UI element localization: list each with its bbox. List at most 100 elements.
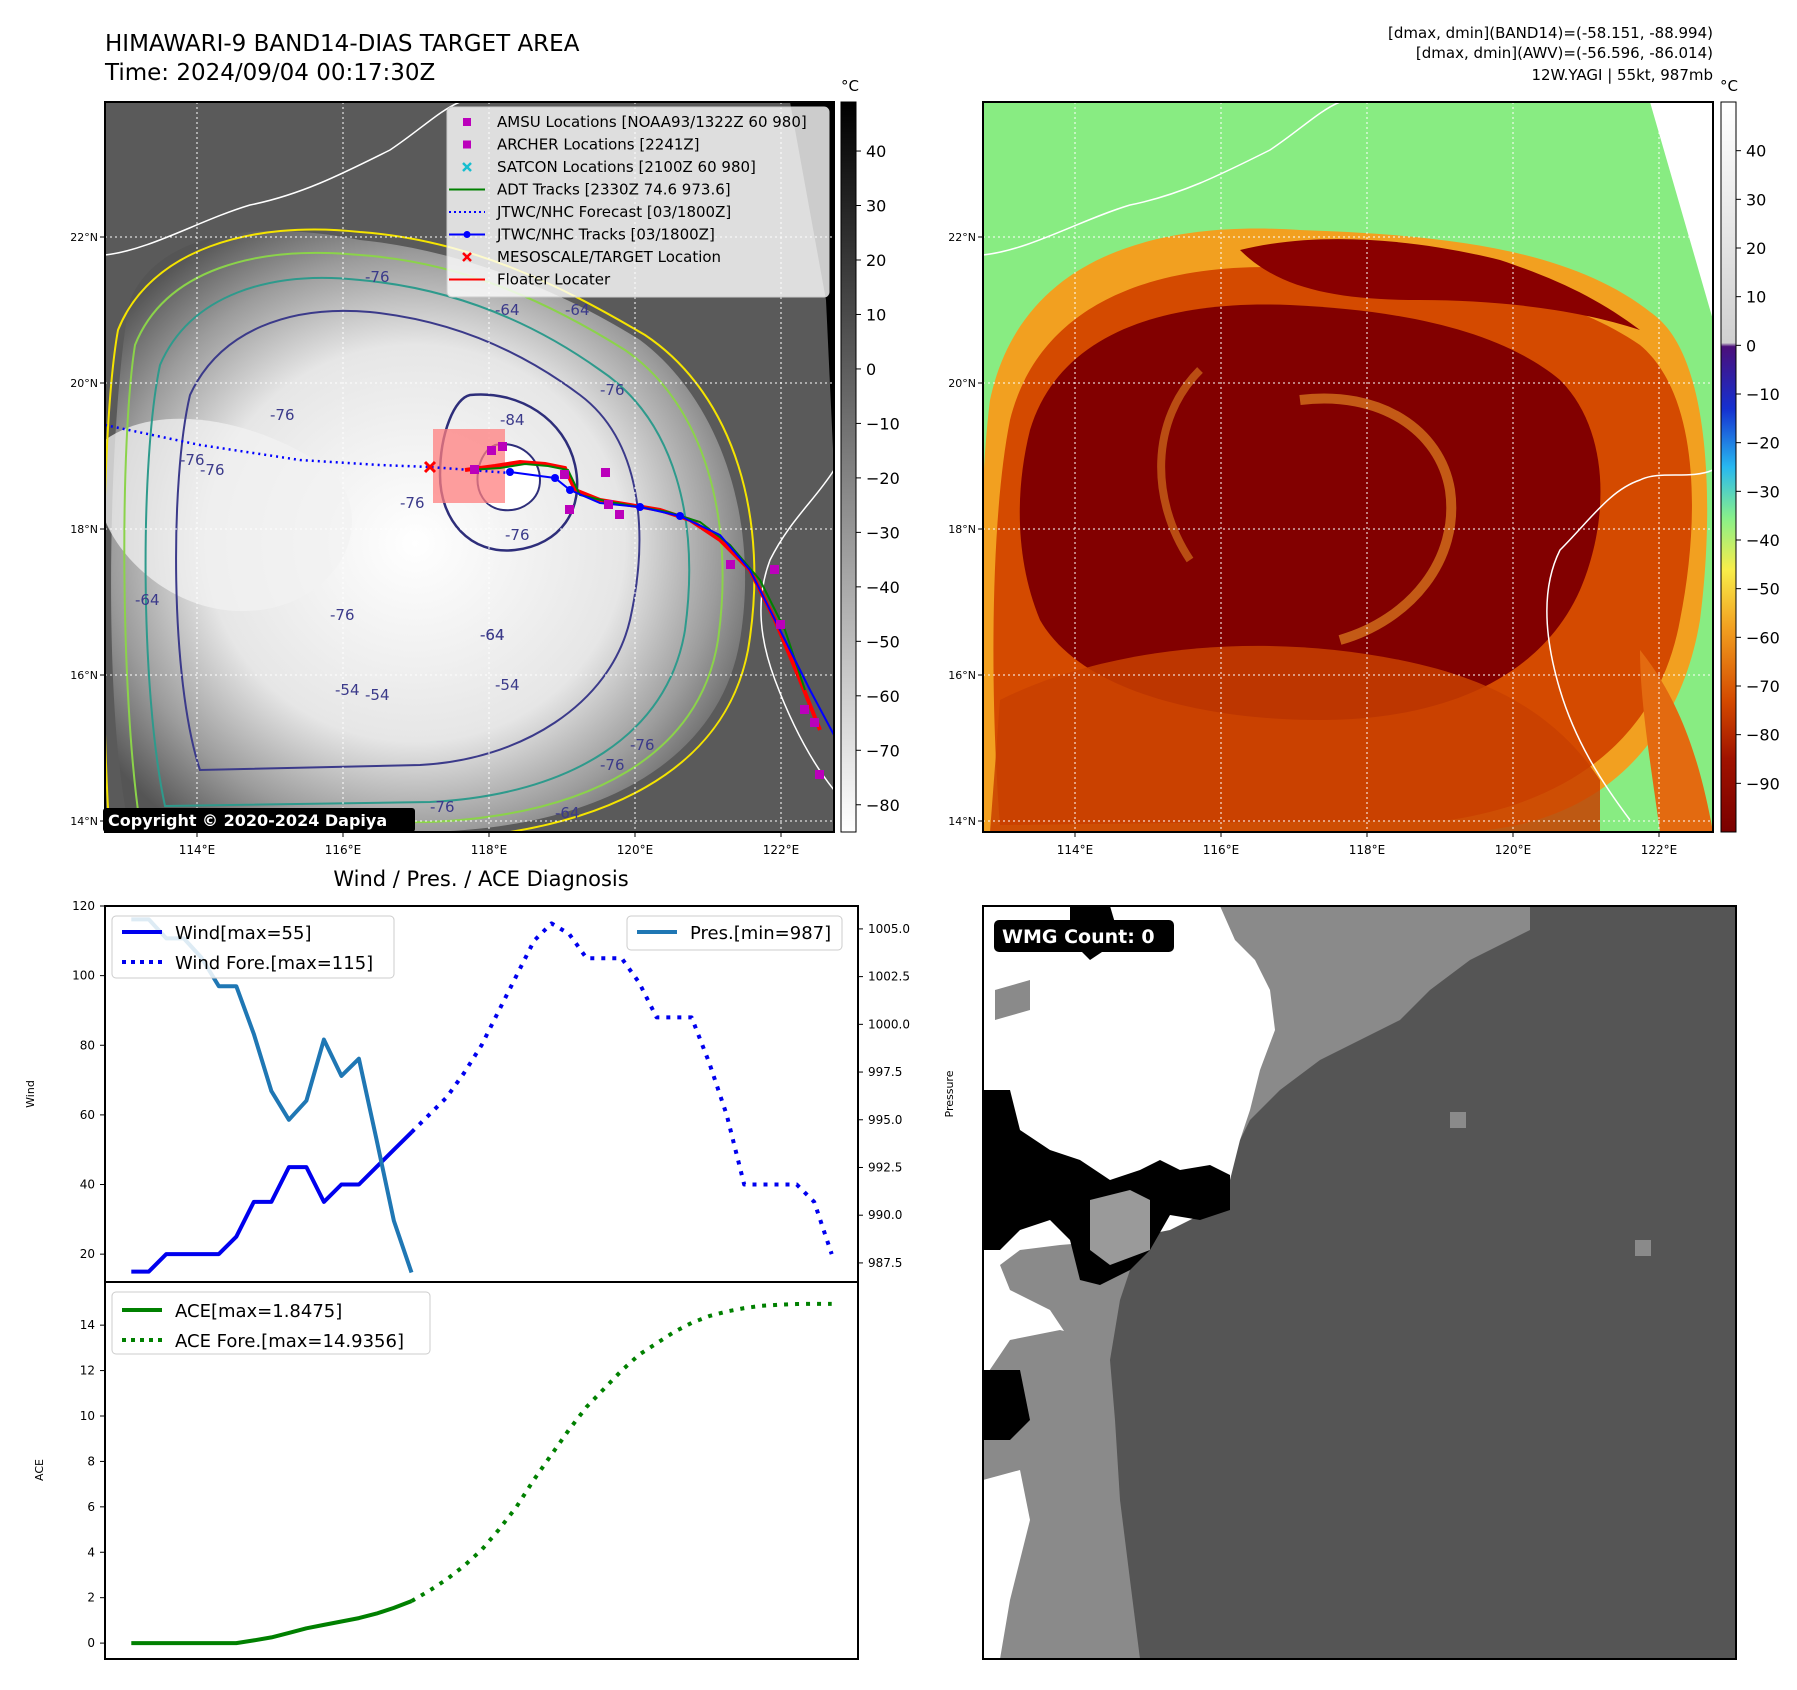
contour-label: -64 [480,626,505,644]
wmg-pixel-b [1635,1240,1651,1256]
legend-marker-dot [463,231,471,238]
ace-tick-label: 8 [87,1454,95,1468]
colorbar-tick-label: −80 [866,796,900,815]
storm-info: 12W.YAGI | 55kt, 987mb [1531,66,1713,84]
lon-tick-label: 114°E [179,843,216,857]
legend-pres: Pres.[min=987] [690,923,831,944]
colorbar-tick-label: −50 [1746,580,1780,599]
wind-forecast-line [410,921,834,1255]
ace-tick-label: 10 [80,1409,95,1423]
wv-spiral-band-2 [1157,367,1203,563]
lon-tick-label: 122°E [1641,843,1678,857]
colorbar-tick-label: −80 [1746,726,1780,745]
map-legend-label: AMSU Locations [NOAA93/1322Z 60 980] [497,113,807,131]
lon-tick-label: 120°E [617,843,654,857]
wind-tick-label: 20 [80,1247,95,1261]
pres-tick-label: 997.5 [868,1065,902,1079]
wv-coastline-luzon [1546,469,1713,821]
wv-gridlines [983,102,1713,832]
wind-tick-label: 120 [72,899,95,913]
ace-tick-label: 2 [87,1591,95,1605]
pres-tick-label: 1005.0 [868,922,910,936]
ir-map-panel: -76-64-76-76-76-76-64-76-54-64-64-76-76-… [70,101,835,857]
colorbar-tick-label: 20 [866,251,886,270]
pres-tick-label: 990.0 [868,1208,902,1222]
map-legend-label: ARCHER Locations [2241Z] [497,136,700,154]
wmg-gray-patch [1090,1190,1150,1265]
map-legend-label: JTWC/NHC Forecast [03/1800Z] [496,203,731,221]
wv-colorbar: °C 40 30 20 10 0 −10 −20 −30 −40 −50 −60 −70 −80 −90 [1720,77,1780,833]
contour-label: -76 [400,494,425,512]
wv-dry-slot [1640,650,1713,832]
wv-colorbar-ramp [1720,101,1737,833]
contour-label: -64 [555,804,580,822]
wv-map-axis-ticks: 114°E 116°E 118°E 120°E 122°E 22°N 20°N 18°N 16°… [948,231,1677,857]
colorbar-tick-label: −90 [1746,774,1780,793]
wind-tick-label: 80 [80,1038,95,1052]
ir-colorbar-unit: °C [841,77,859,95]
pres-tick-label: 1000.0 [868,1017,910,1031]
ir-map-frame [104,101,835,833]
wmg-white-wedge [983,1470,1030,1659]
map-legend-label: SATCON Locations [2100Z 60 980] [497,158,756,176]
contour-label: -76 [270,406,295,424]
lon-tick-label: 114°E [1057,843,1094,857]
pres-ylabel: Pressure [943,1070,956,1117]
lon-tick-label: 116°E [325,843,362,857]
colorbar-tick-label: 30 [1746,190,1766,209]
wmg-count-box [994,920,1174,952]
colorbar-tick-label: 0 [1746,336,1756,355]
pres-tick-label: 987.5 [868,1256,902,1270]
colorbar-tick-label: −70 [1746,677,1780,696]
wind-tick-label: 60 [80,1108,95,1122]
ace-tick-label: 6 [87,1500,95,1514]
ir-cloud-west [105,418,353,612]
mesoscale-target-marker [423,460,437,474]
dmax-awv: [dmax, dmin](AWV)=(-56.596, -86.014) [1416,44,1713,62]
wmg-white-region [983,906,1275,1659]
ace-line [131,1599,413,1646]
ace-tick-label: 4 [87,1545,95,1559]
legend-marker-square [463,140,471,149]
map-legend-label: ADT Tracks [2330Z 74.6 973.6] [497,181,731,199]
legend-wind: Wind[max=55] [175,923,312,944]
pres-tick-label: 992.5 [868,1160,902,1174]
map-legend-label: MESOSCALE/TARGET Location [497,248,721,266]
wv-core [1019,304,1601,720]
lat-tick-label: 14°N [70,815,98,828]
lon-tick-label: 116°E [1203,843,1240,857]
contour-label: -54 [495,676,520,694]
contour-label: -54 [335,681,360,699]
wind-tick-label: 100 [72,969,95,983]
wind-legend: Wind[max=55] Wind Fore.[max=115] [111,915,395,979]
ace-ylabel: ACE [33,1459,46,1481]
ir-colorbar: °C 40 30 20 10 0 −10 −20 −30 −40 −50 −60 −70 −80 [840,77,900,833]
colorbar-tick-label: −20 [1746,434,1780,453]
ace-legend: ACE[max=1.8475] ACE Fore.[max=14.9356] [111,1291,431,1355]
colorbar-tick-label: −40 [1746,531,1780,550]
map-legend-label: JTWC/NHC Tracks [03/1800Z] [496,226,715,244]
ir-contour-green [123,251,724,827]
colorbar-tick-label: 10 [1746,288,1766,307]
figure-title: HIMAWARI-9 BAND14-DIAS TARGET AREA [105,31,580,57]
legend-marker-square [463,118,471,126]
colorbar-tick-label: 20 [1746,239,1766,258]
ace-tick-label: 14 [80,1318,95,1332]
lat-tick-label: 16°N [70,669,98,682]
colorbar-tick-label: −30 [1746,482,1780,501]
contour-label: -76 [600,381,625,399]
ir-noscan-area [790,102,834,832]
contour-labels: -76-64-76-76-76-76-64-76-54-64-64-76-76-… [135,268,655,822]
lat-tick-label: 18°N [948,523,976,536]
ace-chart: ACE 0 2 4 6 8 10 12 14 ACE[max=1.8475] ACE Fore… [33,1281,859,1660]
contour-label: -76 [430,798,455,816]
wind-line [131,1130,413,1274]
legend-ace: ACE[max=1.8475] [175,1301,342,1322]
wmg-pixel-a [1450,1112,1466,1128]
wmg-panel: WMG Count: 0 [982,905,1737,1660]
contour-label: -76 [505,526,530,544]
ir-contour-navy-outer [175,309,641,772]
dmax-band14: [dmax, dmin](BAND14)=(-58.151, -88.994) [1388,24,1713,42]
wv-arm-north [1240,239,1640,330]
lon-tick-label: 118°E [471,843,508,857]
